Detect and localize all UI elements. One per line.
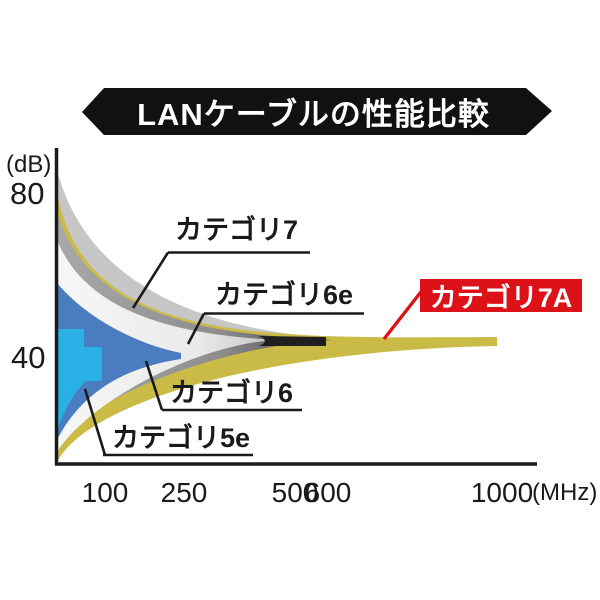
x-tick-1000: 1000: [470, 477, 534, 508]
label-category5e: カテゴリ5e: [112, 423, 251, 453]
x-tick-500: 500: [271, 477, 319, 508]
cat7-leader-line: [131, 251, 170, 309]
label-category7a-highlight: カテゴリ7A: [420, 279, 582, 313]
x-tick-600: 600: [304, 477, 352, 508]
cat6e-band: [57, 240, 278, 452]
cat5e-band: [57, 329, 102, 431]
cat6e-leader-line: [186, 312, 206, 345]
label-category7a: カテゴリ7A: [429, 283, 573, 313]
x-axis-unit: (MHz): [532, 479, 598, 506]
x-tick-100: 100: [81, 477, 129, 508]
x-tick-250: 250: [160, 477, 208, 508]
title-banner: [82, 88, 552, 135]
y-axis-unit: (dB): [6, 151, 52, 178]
y-tick-80: 80: [10, 176, 45, 211]
label-category7: カテゴリ7: [175, 215, 299, 245]
label-category6: カテゴリ6: [170, 378, 294, 408]
label-category6e: カテゴリ6e: [215, 280, 354, 310]
cat7a-leader-line: [382, 286, 426, 341]
cat6-leader-line: [144, 360, 164, 411]
cat6-band: [57, 283, 181, 440]
cat5e-leader-line: [83, 388, 107, 456]
convergence-core: [258, 336, 326, 346]
chart-title: LANケーブルの性能比較: [137, 97, 490, 132]
y-tick-40: 40: [11, 340, 46, 375]
